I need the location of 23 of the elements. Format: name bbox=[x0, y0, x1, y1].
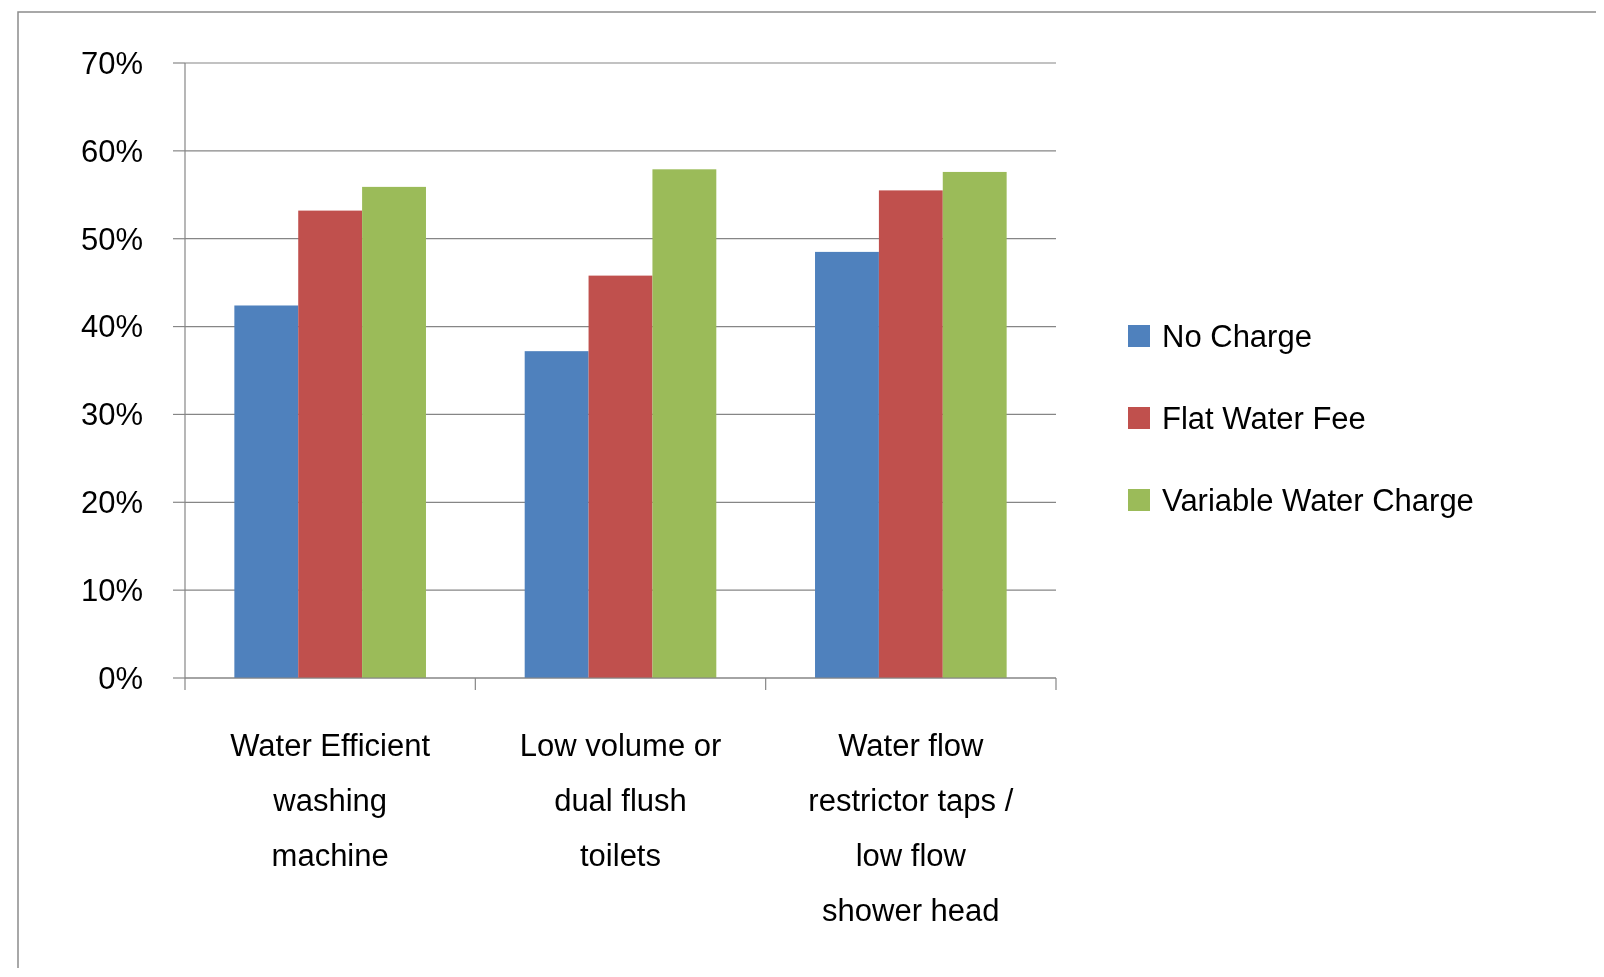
bar bbox=[878, 190, 943, 678]
y-tick-label: 40% bbox=[80, 309, 143, 345]
bar bbox=[234, 305, 299, 678]
y-tick-label: 70% bbox=[80, 45, 143, 81]
bar bbox=[815, 251, 879, 678]
y-tick-label: 30% bbox=[80, 397, 143, 433]
bar bbox=[652, 169, 717, 678]
x-tick-label: Low volume or dual flush toilets bbox=[519, 728, 722, 873]
bar bbox=[362, 186, 426, 678]
bar bbox=[524, 351, 589, 678]
y-tick-label: 20% bbox=[80, 485, 143, 521]
y-tick-label: 10% bbox=[80, 572, 143, 608]
bar bbox=[588, 275, 653, 678]
y-tick-label: 50% bbox=[80, 221, 143, 257]
y-tick-label: 60% bbox=[80, 133, 143, 169]
bar bbox=[942, 171, 1007, 678]
legend-label: No Charge bbox=[1162, 318, 1312, 354]
legend-label: Variable Water Charge bbox=[1162, 482, 1474, 518]
x-tick-label: Water flow restrictor taps / low flow shower head bbox=[808, 728, 1014, 928]
bar bbox=[298, 210, 363, 678]
y-tick-label: 0% bbox=[98, 660, 143, 696]
legend-label: Flat Water Fee bbox=[1162, 400, 1366, 436]
x-tick-label: Water Efficient washing machine bbox=[230, 728, 431, 873]
